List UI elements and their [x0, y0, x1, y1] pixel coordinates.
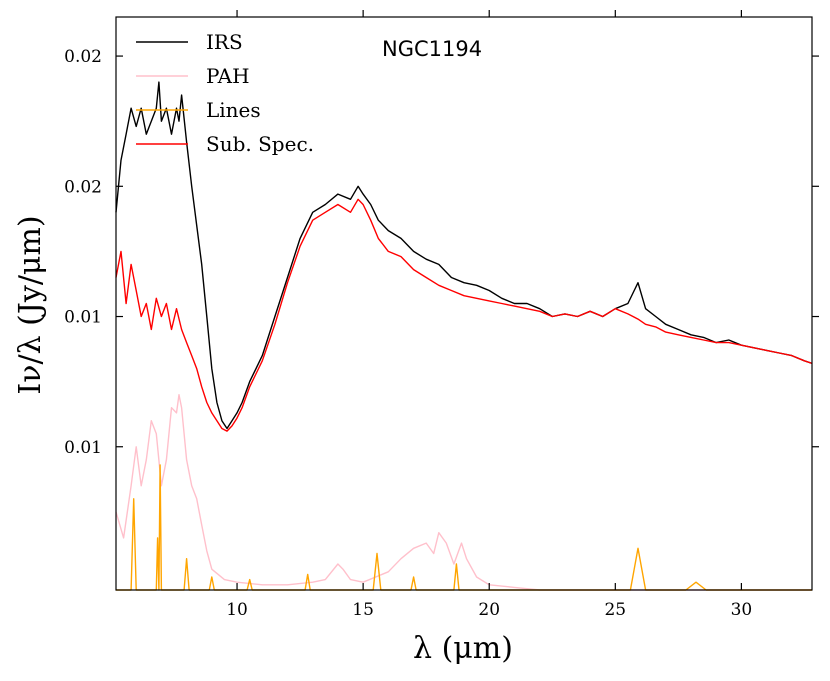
- legend: IRS PAH Lines Sub. Spec.: [136, 30, 314, 156]
- annotation-ngc1194: NGC1194: [382, 37, 482, 61]
- tick-layer: 10 15 20 25 30 0.01 0.01 0.02 0.02: [64, 10, 819, 620]
- x-tick-label: 10: [226, 600, 248, 620]
- legend-label: IRS: [206, 30, 243, 54]
- series-line-lines: [116, 464, 812, 591]
- series-line-sub-spec: [115, 198, 813, 432]
- legend-label: Lines: [206, 98, 261, 122]
- plot-frame: [115, 16, 813, 591]
- y-tick-label: 0.01: [64, 308, 102, 328]
- x-tick-label: 30: [731, 600, 753, 620]
- series-line-pah: [115, 394, 812, 591]
- x-tick-label: 15: [352, 600, 374, 620]
- y-tick-label: 0.01: [64, 438, 102, 458]
- series-layer: [115, 81, 813, 591]
- x-tick-label: 25: [604, 600, 626, 620]
- x-tick-label: 20: [478, 600, 500, 620]
- x-axis-label: λ (μm): [413, 631, 513, 666]
- y-tick-label: 0.02: [64, 177, 102, 197]
- legend-label: PAH: [206, 64, 250, 88]
- legend-label: Sub. Spec.: [206, 132, 314, 156]
- y-tick-label: 0.02: [64, 47, 102, 67]
- series-line-irs: [115, 81, 813, 430]
- y-axis-label: Iν/λ (Jy/μm): [13, 215, 48, 394]
